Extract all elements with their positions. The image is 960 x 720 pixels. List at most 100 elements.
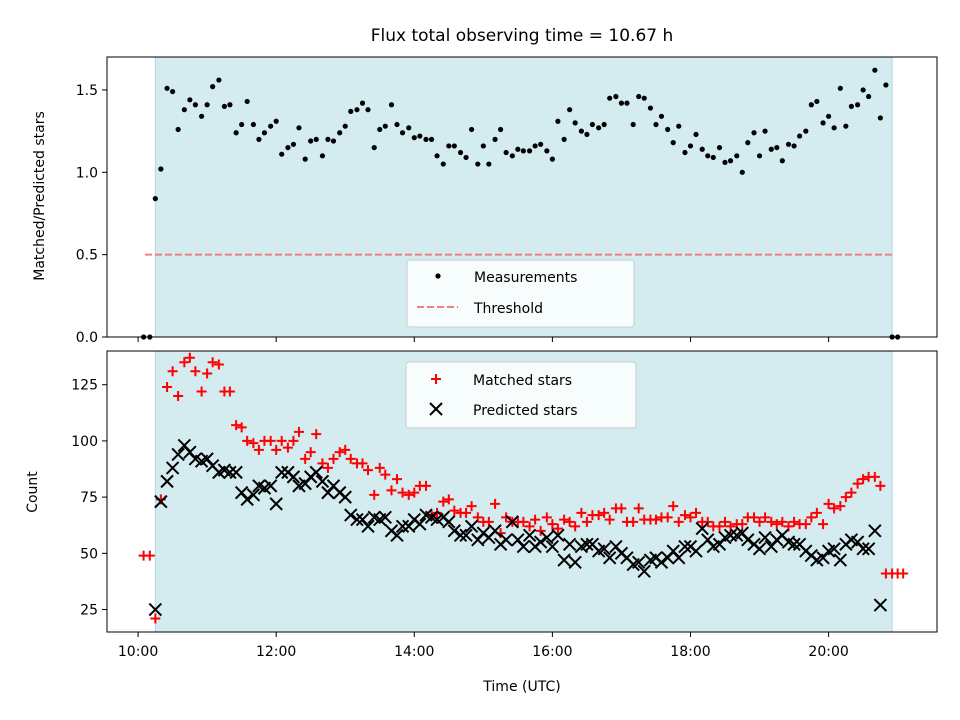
predicted-star-point: [597, 542, 611, 556]
measurement-point: [244, 98, 250, 105]
predicted-star-point: [522, 528, 537, 543]
measurement-point: [883, 82, 889, 88]
matched-star-point: [162, 381, 173, 392]
measurement-point: [796, 133, 803, 139]
predicted-star-point: [269, 497, 283, 511]
predicted-star-point: [395, 519, 410, 534]
measurement-point: [261, 130, 268, 136]
matched-star-point: [282, 442, 293, 453]
legend-predicted-marker: [429, 402, 443, 416]
matched-star-point: [852, 478, 863, 489]
matched-star-point: [466, 501, 477, 512]
measurement-point: [647, 105, 654, 111]
predicted-star-point: [787, 537, 801, 552]
matched-star-point: [357, 458, 368, 469]
predicted-star-point: [344, 508, 358, 522]
measurement-point: [601, 121, 607, 128]
measurement-point: [348, 108, 354, 114]
measurement-point: [192, 102, 198, 108]
measurement-point: [354, 107, 360, 113]
measurement-point: [199, 113, 205, 119]
counts-y-tick-label: 100: [71, 434, 98, 450]
predicted-star-point: [160, 474, 174, 489]
matched-star-point: [196, 386, 207, 397]
matched-star-point: [650, 514, 661, 525]
matched-star-point: [846, 487, 857, 498]
matched-star-point: [403, 489, 414, 500]
measurement-point: [831, 125, 837, 131]
predicted-star-point: [723, 528, 738, 543]
counts-y-tick-label: 25: [80, 603, 98, 619]
matched-star-point: [823, 498, 834, 509]
predicted-star-point: [758, 530, 772, 545]
measurement-point: [302, 156, 308, 162]
predicted-star-point: [631, 555, 646, 570]
matched-star-point: [461, 507, 472, 518]
matched-star-point: [679, 510, 690, 521]
matched-star-point: [224, 386, 235, 397]
measurement-point: [492, 136, 498, 142]
measurement-point: [630, 121, 636, 128]
measurement-point: [578, 128, 584, 134]
matched-star-point: [345, 453, 356, 464]
predicted-star-point: [861, 542, 876, 556]
measurement-point: [687, 143, 694, 149]
matched-star-point: [869, 471, 880, 482]
predicted-star-point: [390, 528, 404, 543]
matched-star-point: [207, 357, 218, 368]
measurement-point: [762, 128, 768, 134]
measurement-point: [497, 126, 504, 133]
predicted-star-point: [488, 524, 502, 538]
predicted-star-point: [505, 515, 520, 529]
predicted-star-point: [752, 542, 767, 556]
counts-plot-frame: [106, 350, 938, 633]
matched-star-point: [714, 521, 725, 532]
measurement-point: [457, 149, 464, 156]
measurement-point: [359, 100, 366, 106]
measurement-point: [665, 126, 671, 133]
matched-star-point: [811, 507, 822, 518]
matched-star-point: [858, 474, 869, 485]
measurement-point: [745, 140, 751, 146]
matched-star-point: [541, 512, 552, 523]
matched-star-point: [173, 390, 184, 401]
measurement-point: [739, 169, 745, 175]
matched-star-point: [898, 568, 909, 579]
measurement-point: [273, 118, 279, 124]
measurement-point: [221, 103, 227, 110]
ratio-y-tick-label: 1.0: [76, 165, 98, 181]
measurement-point: [641, 95, 647, 101]
measurement-point: [285, 144, 291, 151]
measurement-point: [319, 153, 326, 159]
matched-star-point: [760, 512, 771, 523]
matched-star-point: [829, 503, 840, 514]
matched-star-point: [518, 516, 529, 527]
predicted-star-point: [165, 461, 180, 475]
measurement-point: [451, 143, 457, 149]
measurement-point: [722, 159, 728, 166]
ratio-y-axis-label: Matched/Predicted stars: [32, 111, 48, 281]
measurement-point: [227, 102, 233, 108]
measurement-point: [308, 138, 314, 144]
predicted-star-point: [545, 539, 560, 554]
legend-predicted-label: Predicted stars: [473, 403, 578, 419]
predicted-star-point: [856, 542, 870, 556]
predicted-star-point: [315, 474, 330, 489]
measurement-point: [636, 93, 642, 100]
measurement-point: [837, 85, 843, 91]
predicted-star-point: [689, 544, 703, 558]
measurement-point: [152, 196, 158, 202]
matched-star-point: [421, 480, 432, 491]
matched-star-point: [369, 489, 380, 500]
predicted-star-point: [464, 519, 479, 534]
measurement-point: [814, 98, 820, 105]
predicted-star-point: [833, 553, 848, 567]
measurement-point: [526, 148, 533, 154]
measurement-point: [676, 123, 682, 129]
measurement-point: [216, 77, 222, 83]
predicted-star-point: [741, 533, 755, 547]
matched-star-point: [535, 525, 546, 536]
measurement-point: [279, 151, 285, 157]
matched-star-point: [564, 516, 575, 527]
measurement-point: [440, 161, 446, 167]
